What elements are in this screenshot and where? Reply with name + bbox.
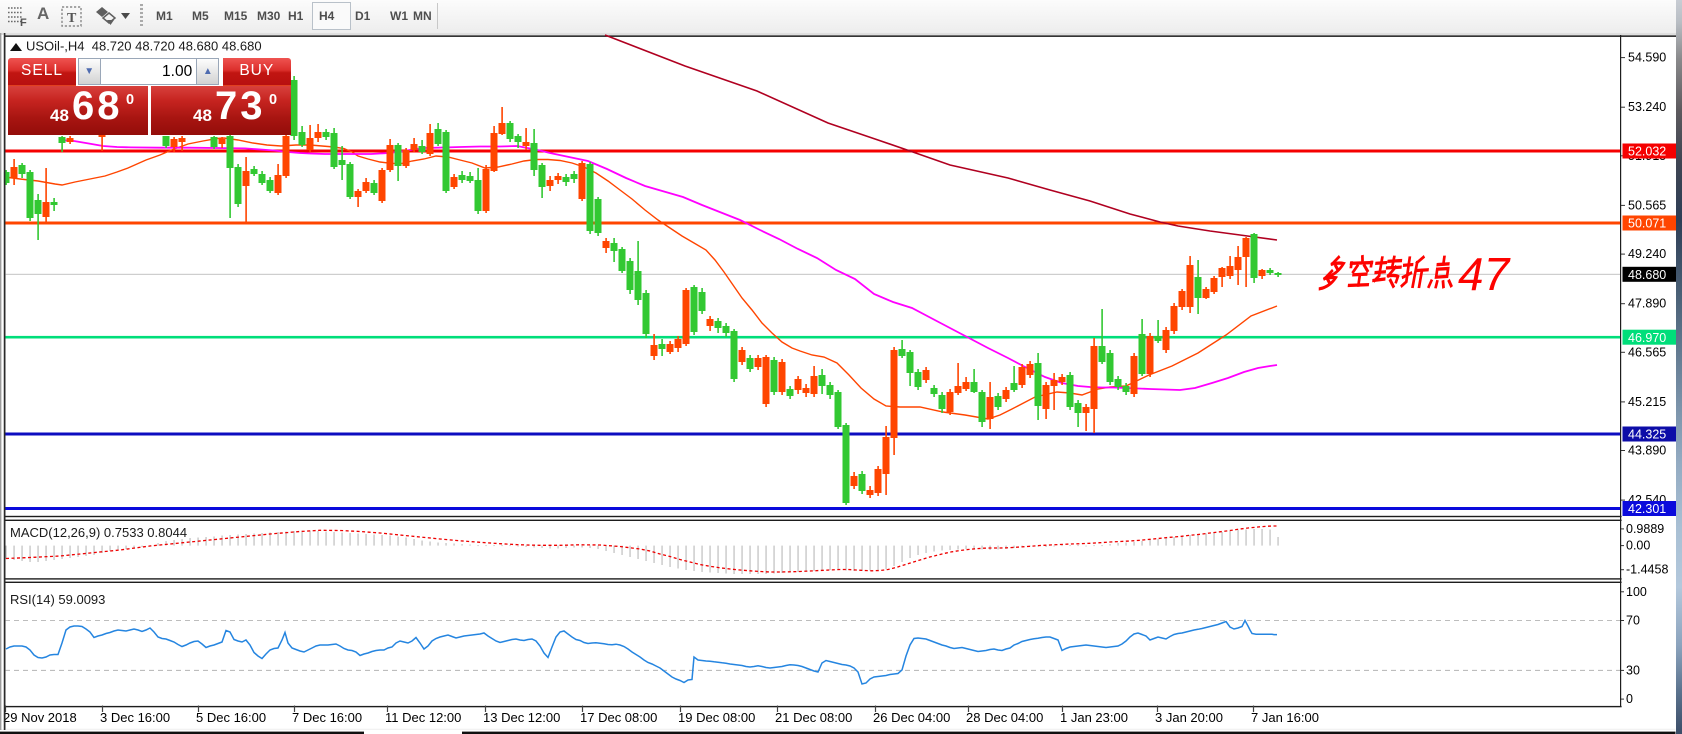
- svg-text:42.301: 42.301: [1628, 502, 1666, 516]
- svg-text:7 Dec 16:00: 7 Dec 16:00: [292, 710, 362, 725]
- svg-text:47: 47: [1458, 248, 1511, 300]
- svg-text:30: 30: [1626, 663, 1640, 677]
- svg-text:45.215: 45.215: [1628, 395, 1666, 409]
- svg-text:5 Dec 16:00: 5 Dec 16:00: [196, 710, 266, 725]
- svg-text:0: 0: [1626, 692, 1633, 706]
- svg-text:1 Jan 23:00: 1 Jan 23:00: [1060, 710, 1128, 725]
- svg-text:21 Dec 08:00: 21 Dec 08:00: [775, 710, 852, 725]
- svg-text:50.565: 50.565: [1628, 198, 1666, 212]
- svg-text:26 Dec 04:00: 26 Dec 04:00: [873, 710, 950, 725]
- svg-text:47.890: 47.890: [1628, 297, 1666, 311]
- svg-text:0.00: 0.00: [1626, 539, 1650, 553]
- svg-text:46.970: 46.970: [1628, 331, 1666, 345]
- svg-text:-1.4458: -1.4458: [1626, 563, 1668, 577]
- svg-text:3 Dec 16:00: 3 Dec 16:00: [100, 710, 170, 725]
- svg-text:43.890: 43.890: [1628, 444, 1666, 458]
- svg-text:48.680: 48.680: [1628, 268, 1666, 282]
- svg-text:70: 70: [1626, 614, 1640, 628]
- svg-text:11 Dec 12:00: 11 Dec 12:00: [385, 710, 461, 725]
- svg-text:100: 100: [1626, 585, 1647, 599]
- svg-text:T: T: [67, 11, 77, 26]
- svg-text:F: F: [20, 17, 27, 28]
- svg-text:52.032: 52.032: [1628, 145, 1666, 159]
- svg-text:RSI(14) 59.0093: RSI(14) 59.0093: [10, 592, 105, 607]
- svg-text:49.240: 49.240: [1628, 247, 1666, 261]
- svg-text:44.325: 44.325: [1628, 428, 1666, 442]
- svg-text:3 Jan 20:00: 3 Jan 20:00: [1155, 710, 1223, 725]
- svg-text:7 Jan 16:00: 7 Jan 16:00: [1251, 710, 1319, 725]
- svg-text:19 Dec 08:00: 19 Dec 08:00: [678, 710, 755, 725]
- svg-text:MACD(12,26,9) 0.7533 0.8044: MACD(12,26,9) 0.7533 0.8044: [10, 525, 187, 540]
- svg-text:29 Nov 2018: 29 Nov 2018: [3, 710, 77, 725]
- svg-text:0.9889: 0.9889: [1626, 522, 1664, 536]
- svg-text:17 Dec 08:00: 17 Dec 08:00: [580, 710, 657, 725]
- svg-text:USOil-,H4 48.720 48.720 48.68: USOil-,H4 48.720 48.720 48.680 48.680: [26, 39, 262, 54]
- svg-text:53.240: 53.240: [1628, 100, 1666, 114]
- svg-text:50.071: 50.071: [1628, 217, 1666, 231]
- svg-text:28 Dec 04:00: 28 Dec 04:00: [966, 710, 1043, 725]
- svg-text:54.590: 54.590: [1628, 51, 1666, 65]
- svg-text:13 Dec 12:00: 13 Dec 12:00: [483, 710, 560, 725]
- svg-text:46.565: 46.565: [1628, 345, 1666, 359]
